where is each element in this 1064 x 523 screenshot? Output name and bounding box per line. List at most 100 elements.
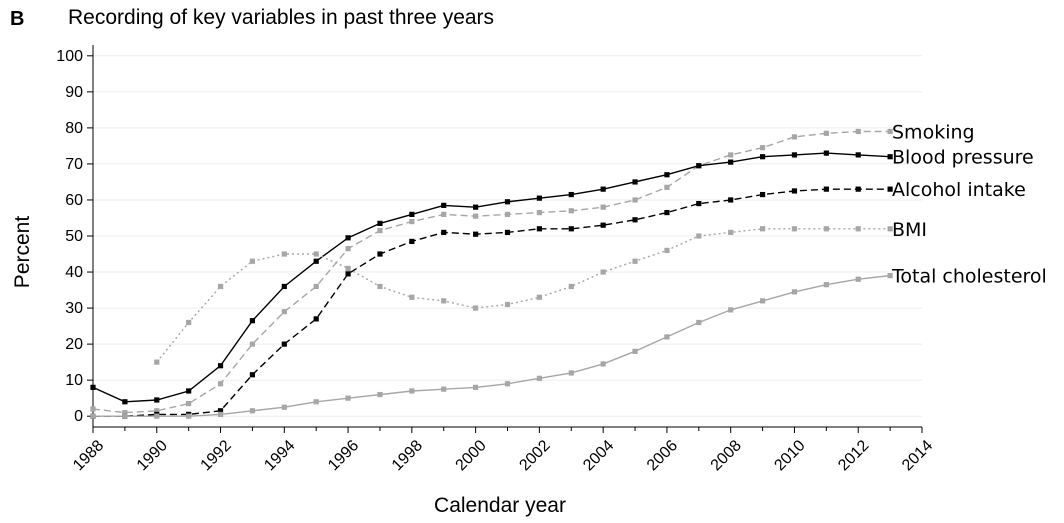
data-point [377,391,383,398]
data-point [217,408,224,414]
series-label: Blood pressure [892,147,1034,169]
series-label: BMI [892,219,927,241]
data-point [441,211,447,217]
x-tick-label: 1992 [198,437,235,474]
data-point [281,341,287,347]
data-point [600,204,606,210]
data-point [664,172,670,178]
data-point [249,408,256,414]
series-label: Alcohol intake [892,179,1026,201]
data-point [377,220,383,226]
series-label: Total cholesterol [891,266,1047,288]
x-tick-label: 2014 [899,437,936,474]
data-point [409,211,415,217]
data-point [696,163,702,169]
data-point [504,199,511,205]
data-point [632,217,638,223]
x-tick-label: 2008 [708,437,745,474]
data-point [887,128,893,135]
data-point [536,375,542,381]
x-tick-label: 1988 [70,437,107,474]
data-point [504,301,511,308]
data-point [313,283,319,290]
data-point [441,298,447,304]
data-point [377,227,383,234]
data-point [823,226,829,232]
data-point [759,191,766,198]
data-point [887,273,893,279]
data-point [90,406,96,412]
data-point [536,226,542,232]
data-point [728,197,734,203]
data-point [122,413,128,419]
data-point [664,334,670,340]
data-point [409,238,415,245]
data-point [696,319,702,326]
data-point [791,289,798,295]
data-point [728,152,734,158]
data-point [281,404,287,410]
y-tick-label: 40 [65,264,83,281]
data-point [473,231,479,237]
data-point [823,186,829,192]
data-point [217,363,224,369]
data-point [473,204,479,210]
x-tick-label: 2004 [580,437,617,474]
data-point [632,197,638,203]
data-point [791,226,798,232]
axes: 0 10 20 30 40 50 60 70 80 90 100 1988 1990 1992 1994 19… [56,45,936,474]
data-point [186,413,192,419]
data-point [217,381,224,387]
data-point [313,258,319,264]
x-axis-title: Calendar year [434,494,566,517]
data-point [249,318,256,324]
data-point [855,226,861,232]
data-point [217,283,224,290]
data-point [154,359,160,365]
data-point [281,309,287,315]
data-point [536,209,542,216]
data-point [600,361,606,367]
data-point [728,307,734,313]
data-point [504,229,511,235]
data-point [122,399,128,405]
data-point [791,134,798,140]
data-point [281,283,287,290]
data-point [791,152,798,158]
data-point [473,384,479,390]
data-point [504,211,511,217]
data-point [345,395,351,401]
data-point [313,316,319,322]
data-point [887,186,893,192]
y-tick-label: 90 [65,84,83,101]
data-point [855,128,861,135]
data-point [249,372,256,378]
data-point [313,399,319,405]
data-point [249,341,256,347]
x-tick-label: 2000 [453,437,490,474]
data-point [568,283,574,290]
data-point [409,218,415,225]
data-point [568,208,574,214]
data-point [409,388,415,394]
data-point [154,408,160,414]
data-point [122,409,128,416]
data-point [600,222,606,228]
x-tick-label: 2010 [771,437,808,474]
data-point [536,195,542,201]
x-tick-label: 2012 [835,437,872,474]
y-tick-label: 20 [65,336,83,353]
data-point [855,186,861,192]
data-point [855,152,861,158]
series-lines [90,128,893,419]
data-point [441,229,447,235]
data-point [345,235,351,241]
x-tick-label: 1998 [389,437,426,474]
data-point [186,400,192,407]
data-point [536,294,542,300]
data-point [632,348,638,354]
data-point [441,202,447,208]
data-point [759,298,766,304]
data-point [186,388,192,394]
data-point [345,271,351,277]
